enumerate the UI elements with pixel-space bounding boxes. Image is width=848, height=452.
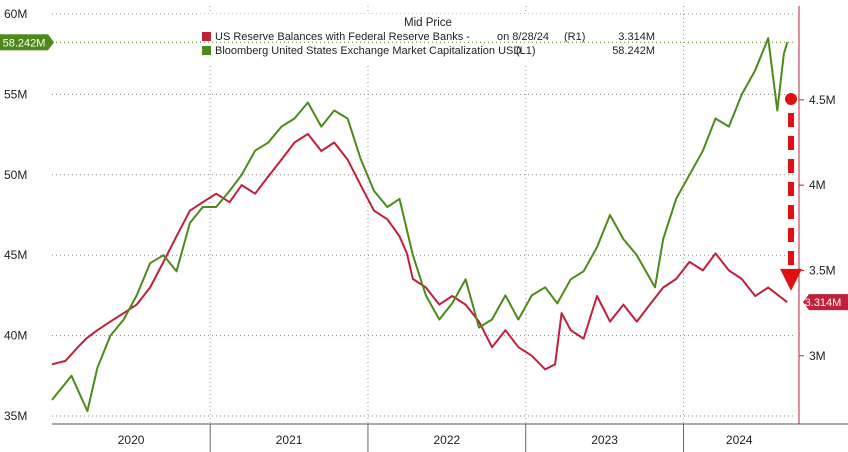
market-cap-line (51, 37, 789, 413)
left-tick-label: 35M (4, 409, 27, 423)
right-tick-label: 3M (809, 349, 826, 363)
right-tick-label: 3.5M (809, 263, 836, 277)
legend-entry-axis: (R1) (564, 31, 585, 43)
legend-title: Mid Price (404, 17, 452, 29)
legend-box (197, 14, 659, 66)
left-tick-label: 45M (4, 248, 27, 262)
downward-arrow-head (780, 268, 802, 291)
legend-entry-label: US Reserve Balances with Federal Reserve… (215, 31, 470, 43)
legend-entry-value: 58.242M (612, 45, 655, 57)
right-tick-label: 4.5M (809, 93, 836, 107)
legend: Mid Price US Reserve Balances with Federa… (197, 14, 659, 66)
left-tick-label: 40M (4, 329, 27, 343)
right-axis: 3M 3.5M 4M 4.5M (798, 6, 836, 424)
left-axis: 35M 40M 45M 50M 55M 60M (4, 7, 27, 423)
left-tick-label: 55M (4, 87, 27, 101)
legend-entry-label: Bloomberg United States Exchange Market … (215, 45, 521, 57)
left-tick-label: 50M (4, 168, 27, 182)
right-value-tag (803, 294, 848, 311)
right-tick-label: 4M (809, 178, 826, 192)
annotations: 58.242M 3.314M (0, 34, 848, 311)
x-axis: 2020 2021 2022 2023 2024 (52, 423, 848, 452)
x-tick-label: 2023 (591, 433, 618, 447)
left-value-tag (0, 34, 48, 51)
legend-swatch (202, 32, 211, 41)
x-tick-label: 2022 (433, 433, 460, 447)
x-tick-label: 2021 (276, 433, 303, 447)
legend-entry-date: on 8/28/24 (497, 31, 549, 43)
x-tick-label: 2024 (726, 433, 753, 447)
arrow-start-dot (785, 92, 797, 105)
right-value-tag-text: 3.314M (805, 297, 842, 309)
series-lines (51, 37, 789, 413)
left-tick-label: 60M (4, 7, 27, 21)
left-value-tag-pointer (48, 34, 54, 51)
legend-entry-axis: (L1) (516, 45, 536, 57)
left-value-tag-text: 58.242M (3, 37, 46, 49)
reserve-balances-line (51, 133, 788, 371)
legend-swatch (202, 46, 211, 55)
x-tick-label: 2020 (118, 433, 145, 447)
gridlines (52, 6, 795, 424)
legend-entry-value: 3.314M (618, 31, 655, 43)
